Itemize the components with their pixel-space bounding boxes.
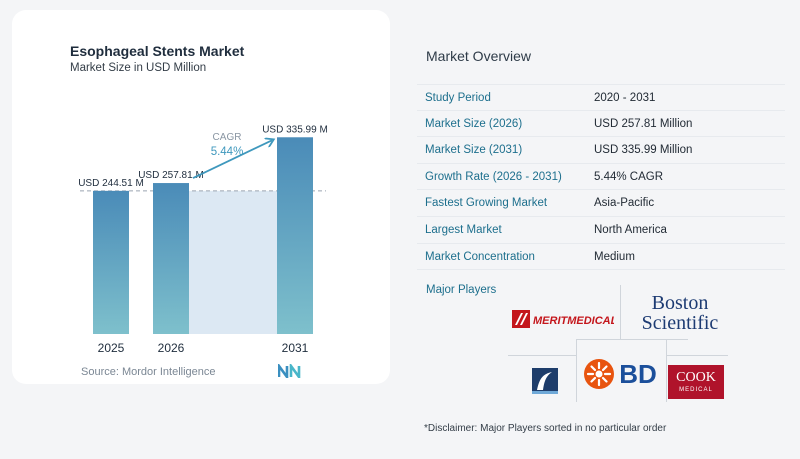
overview-row-value: Medium [594,250,635,263]
bd-logo: BD [580,351,660,397]
overview-row: Market Size (2031) USD 335.99 Million [417,137,785,164]
tick-label-2031: 2031 [282,341,309,355]
boston-scientific-line2: Scientific [641,312,719,334]
overview-row-value: 5.44% CAGR [594,170,664,183]
overview-row: Market Concentration Medium [417,244,785,271]
market-overview-table: Study Period 2020 - 2031 Market Size (20… [417,84,785,271]
chart-subtitle: Market Size in USD Million [70,62,207,74]
cagr-value: 5.44% [211,146,244,158]
cagr-arrow [192,140,272,179]
tick-label-2026: 2026 [158,341,185,355]
overview-row: Largest Market North America [417,217,785,244]
bar-chart: USD 244.51 M 2025 USD 257.81 M 2026 USD 335.… [78,124,328,355]
bar-2026 [153,183,189,334]
overview-row-label: Largest Market [425,223,502,236]
mordor-intelligence-icon [278,364,301,378]
growth-band [189,190,277,334]
boston-scientific-line1: Boston [651,292,709,314]
merit-medical-icon: MERITMEDICAL [512,310,614,328]
overview-row-label: Market Concentration [425,250,535,263]
overview-row-label: Study Period [425,92,491,104]
overview-row-label: Market Size (2026) [425,117,523,130]
overview-row-label: Growth Rate (2026 - 2031) [425,170,562,183]
overview-row-value: North America [594,223,667,236]
data-label-2026: USD 257.81 M [138,170,204,181]
overview-row: Growth Rate (2026 - 2031) 5.44% CAGR [417,164,785,191]
data-label-2031: USD 335.99 M [262,124,328,135]
bd-text: BD [619,358,657,389]
cook-medical-line2: MEDICAL [679,387,713,393]
overview-row: Market Size (2026) USD 257.81 Million [417,111,785,138]
cook-medical-line1: COOK [676,370,716,385]
overview-row-value: Asia-Pacific [594,197,655,210]
overview-row-label: Market Size (2031) [425,144,523,157]
source-text: Source: Mordor Intelligence [81,366,216,378]
major-players-logos: MERITMEDICAL Boston Scientific [508,285,758,402]
data-label-2025: USD 244.51 M [78,178,144,189]
cook-medical-logo: COOK MEDICAL [668,365,724,399]
cagr-label: CAGR [213,132,242,143]
fluoro-logo [518,365,572,397]
bd-sunburst-icon [584,359,615,389]
bar-2025 [93,190,129,334]
market-overview-title: Market Overview [426,48,532,64]
chart-title: Esophageal Stents Market [70,43,245,59]
major-players-title: Major Players [426,284,497,296]
overview-row: Fastest Growing Market Asia-Pacific [417,190,785,217]
overview-row: Study Period 2020 - 2031 [417,84,785,111]
overview-row-value: USD 335.99 Million [594,144,693,157]
overview-row-label: Fastest Growing Market [425,197,548,210]
boston-scientific-logo: Boston Scientific [626,291,734,335]
overview-row-value: USD 257.81 Million [594,117,693,130]
bar-2031 [277,137,313,334]
disclaimer-text: *Disclaimer: Major Players sorted in no … [424,423,667,434]
overview-row-value: 2020 - 2031 [594,92,656,104]
tick-label-2025: 2025 [98,341,125,355]
merit-medical-logo: MERITMEDICAL [512,307,614,331]
merit-medical-text: MERITMEDICAL [533,315,614,327]
fluoro-icon [532,368,558,394]
